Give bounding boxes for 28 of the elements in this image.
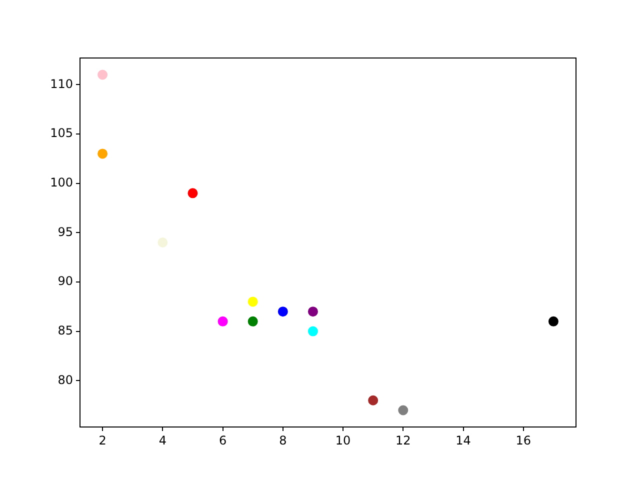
- x-tick-label: 14: [456, 433, 471, 448]
- point: [398, 405, 408, 416]
- point: [218, 316, 228, 326]
- point: [98, 70, 108, 80]
- y-tick-label: 80: [58, 372, 73, 387]
- y-tick-label: 100: [50, 175, 73, 190]
- y-tick-label: 105: [50, 126, 73, 140]
- y-tick-label: 95: [58, 224, 73, 239]
- x-tick-label: 8: [279, 433, 287, 448]
- x-tick-label: 16: [516, 433, 532, 448]
- point: [548, 316, 558, 326]
- point: [188, 188, 198, 198]
- y-tick-label: 90: [58, 274, 73, 288]
- point: [308, 326, 318, 336]
- x-tick-label: 6: [218, 433, 227, 448]
- x-tick-label: 12: [396, 433, 411, 448]
- point: [248, 316, 258, 326]
- x-tick-label: 4: [158, 433, 166, 448]
- point: [278, 306, 288, 317]
- y-tick-label: 110: [50, 76, 73, 91]
- point: [158, 238, 168, 248]
- x-tick-label: 2: [98, 433, 106, 448]
- x-tick-label: 10: [335, 433, 351, 448]
- point: [98, 148, 108, 159]
- point: [368, 395, 378, 406]
- y-tick-label: 85: [58, 323, 73, 338]
- point: [248, 296, 258, 307]
- point: [308, 306, 318, 317]
